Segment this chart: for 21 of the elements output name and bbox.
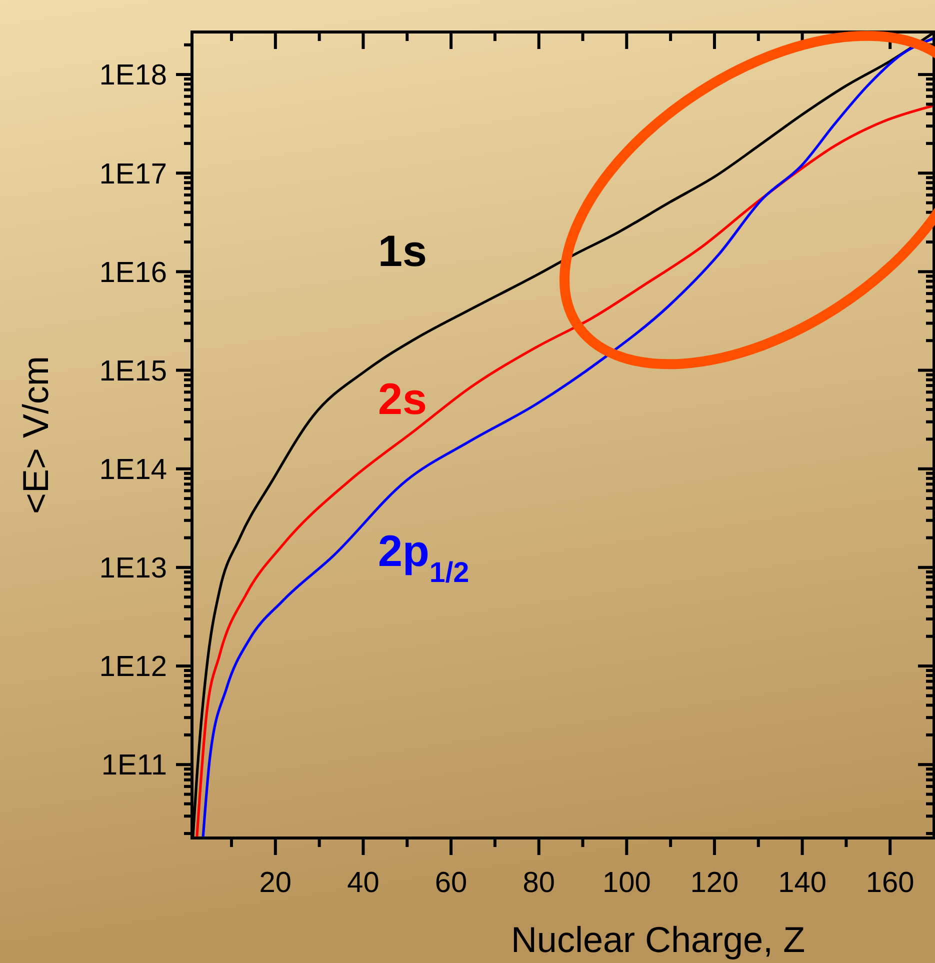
x-tick-label: 140 (778, 867, 826, 899)
x-tick-label: 20 (259, 867, 292, 899)
x-tick-label: 160 (866, 867, 914, 899)
y-tick-label: 1E17 (99, 158, 167, 190)
y-tick-label: 1E14 (99, 454, 167, 486)
y-tick-label: 1E18 (99, 60, 167, 92)
x-tick-label: 120 (690, 867, 739, 899)
y-tick-label: 1E16 (99, 256, 167, 289)
series-label: 2p$_{1/2}$ (378, 527, 470, 589)
y-tick-label: 1E15 (99, 355, 167, 388)
x-tick-label: 40 (347, 867, 380, 899)
x-axis-title: Nuclear Charge, Z (510, 919, 806, 960)
series-label: 1s (378, 227, 427, 276)
x-tick-label: 80 (522, 867, 555, 899)
y-tick-label: 1E12 (99, 651, 167, 684)
y-axis-title: <E> V/cm (15, 356, 56, 514)
y-tick-label: 1E11 (101, 750, 167, 782)
y-tick-label: 1E13 (99, 552, 167, 585)
series-label: 2s (378, 375, 427, 424)
x-tick-label: 100 (602, 867, 651, 899)
x-tick-label: 60 (434, 867, 468, 899)
